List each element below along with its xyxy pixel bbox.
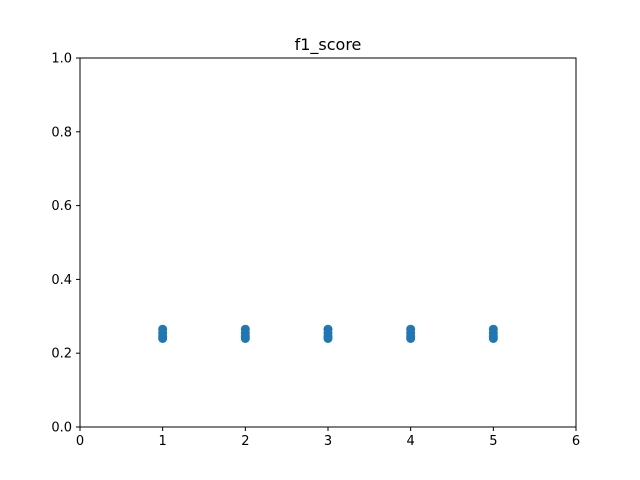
scatter-point — [158, 324, 168, 334]
x-tick-label: 0 — [76, 434, 84, 449]
y-tick-label: 0.6 — [51, 199, 72, 214]
x-tick-label: 3 — [324, 434, 332, 449]
y-tick-label: 0.4 — [51, 273, 72, 288]
y-tick-label: 0.8 — [51, 125, 72, 140]
x-axis: 0 1 2 3 4 5 6 — [76, 427, 580, 449]
y-tick-label: 1.0 — [51, 52, 72, 67]
data-points — [158, 324, 498, 343]
x-tick-label: 5 — [489, 434, 497, 449]
x-tick-label: 1 — [159, 434, 167, 449]
y-tick-label: 0.2 — [51, 347, 72, 362]
x-tick-label: 6 — [572, 434, 580, 449]
x-tick-label: 2 — [241, 434, 249, 449]
y-axis: 0.0 0.2 0.4 0.6 0.8 1.0 — [51, 52, 80, 436]
scatter-point — [406, 324, 416, 334]
chart-title: f1_score — [295, 35, 362, 55]
scatter-point — [488, 324, 498, 334]
scatter-point — [323, 324, 333, 334]
x-tick-label: 4 — [407, 434, 415, 449]
plot-area-frame — [79, 57, 577, 428]
scatter-point — [240, 324, 250, 334]
y-tick-label: 0.0 — [51, 421, 72, 436]
